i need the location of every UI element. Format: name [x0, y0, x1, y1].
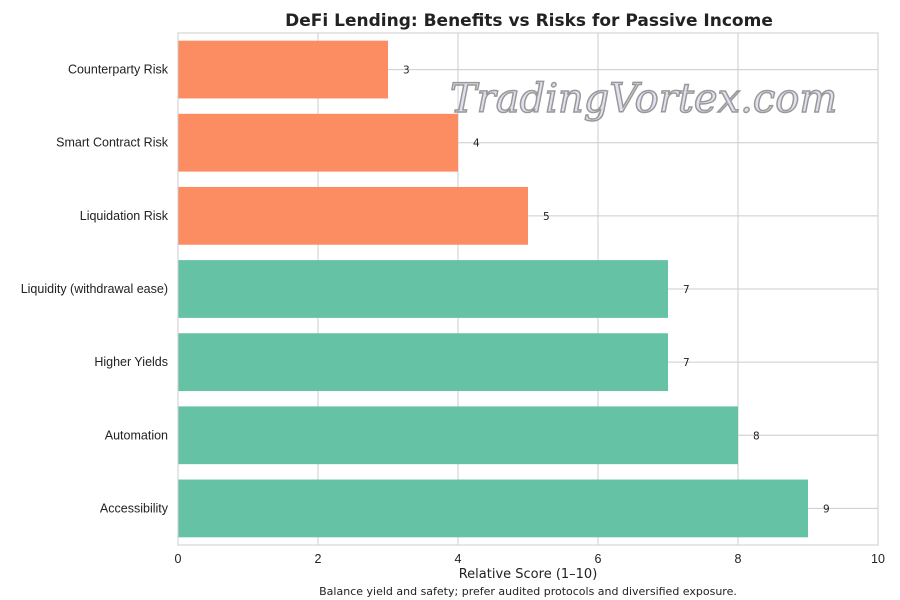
bar: [178, 40, 388, 99]
y-tick-label: Accessibility: [100, 501, 169, 515]
data-label: 4: [473, 138, 480, 150]
y-tick-label: Counterparty Risk: [68, 63, 169, 77]
bar: [178, 260, 668, 318]
data-label: 3: [403, 65, 410, 77]
data-label: 9: [823, 503, 830, 515]
x-tick-label: 0: [175, 552, 182, 566]
y-tick-label: Higher Yields: [94, 355, 168, 369]
y-tick-label: Liquidation Risk: [80, 209, 169, 223]
chart-title: DeFi Lending: Benefits vs Risks for Pass…: [285, 11, 773, 31]
data-label: 5: [543, 211, 550, 223]
bar: [178, 406, 738, 465]
caption: Balance yield and safety; prefer audited…: [319, 585, 737, 598]
bar: [178, 479, 808, 538]
plot-frame: [177, 32, 879, 546]
x-tick-label: 8: [735, 552, 742, 566]
bar: [178, 186, 528, 245]
data-label: 7: [683, 284, 690, 296]
bar: [178, 333, 668, 392]
y-tick-label: Automation: [105, 428, 168, 442]
x-tick-label: 10: [871, 552, 885, 566]
x-tick-label: 6: [595, 552, 602, 566]
x-axis-label: Relative Score (1–10): [459, 567, 598, 582]
watermark-logo: TradingVortex.com: [450, 76, 837, 122]
data-label: 7: [683, 357, 690, 369]
data-label: 8: [753, 430, 760, 442]
x-tick-label: 4: [455, 552, 462, 566]
y-tick-label: Liquidity (withdrawal ease): [21, 282, 168, 296]
bar: [178, 113, 458, 172]
x-tick-label: 2: [315, 552, 322, 566]
y-tick-label: Smart Contract Risk: [56, 136, 169, 150]
